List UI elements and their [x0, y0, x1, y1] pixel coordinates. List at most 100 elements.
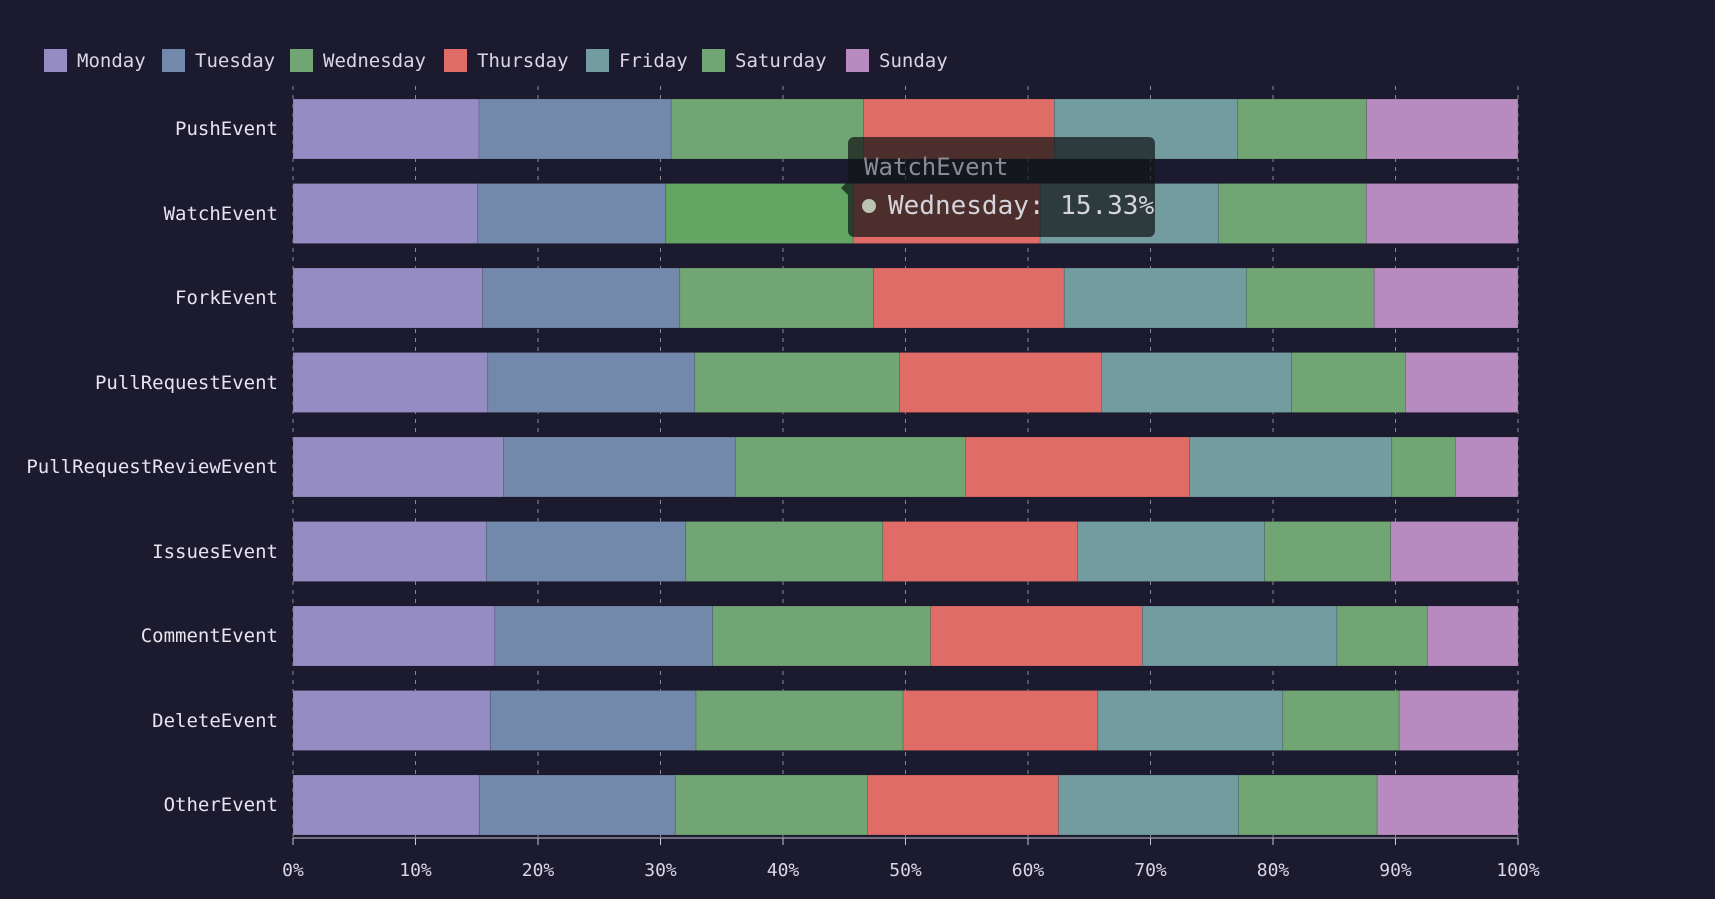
- bar-segment-otherevent-saturday[interactable]: [1238, 774, 1378, 836]
- bar-segment-forkevent-saturday[interactable]: [1246, 267, 1375, 329]
- bar-segment-commentevent-wednesday[interactable]: [712, 605, 931, 667]
- bar-segment-commentevent-saturday[interactable]: [1336, 605, 1428, 667]
- x-tick-label: 90%: [1379, 860, 1412, 881]
- bar-segment-watchevent-monday[interactable]: [292, 183, 478, 244]
- bar-segment-deleteevent-sunday[interactable]: [1398, 690, 1519, 751]
- bar-segment-forkevent-thursday[interactable]: [872, 267, 1065, 329]
- bar-segment-deleteevent-saturday[interactable]: [1282, 690, 1400, 751]
- bar-segment-otherevent-sunday[interactable]: [1376, 774, 1519, 836]
- bar-segment-commentevent-tuesday[interactable]: [494, 605, 714, 667]
- x-tick-label: 30%: [644, 860, 677, 881]
- bar-segment-commentevent-thursday[interactable]: [930, 605, 1143, 667]
- x-tick-label: 50%: [889, 860, 922, 881]
- legend-swatch: [444, 49, 467, 72]
- bar-segment-pullrequestevent-thursday[interactable]: [899, 352, 1102, 413]
- bar-segment-issuesevent-monday[interactable]: [292, 521, 487, 582]
- legend-swatch: [846, 49, 869, 72]
- bar-segment-pullrequestevent-sunday[interactable]: [1405, 352, 1519, 413]
- bar-segment-otherevent-wednesday[interactable]: [674, 774, 868, 836]
- bar-segment-deleteevent-tuesday[interactable]: [489, 690, 697, 751]
- bar-segment-forkevent-tuesday[interactable]: [482, 267, 681, 329]
- x-tick-label: 0%: [282, 860, 304, 881]
- legend-item-sunday[interactable]: Sunday: [846, 49, 948, 72]
- bar-segment-forkevent-monday[interactable]: [292, 267, 484, 329]
- bar-segment-forkevent-friday[interactable]: [1063, 267, 1247, 329]
- bar-segment-otherevent-thursday[interactable]: [867, 774, 1059, 836]
- legend-label: Saturday: [735, 49, 827, 72]
- x-tick-label: 70%: [1134, 860, 1167, 881]
- bar-segment-deleteevent-thursday[interactable]: [902, 690, 1099, 751]
- x-tick-label: 10%: [399, 860, 432, 881]
- bar-segment-commentevent-friday[interactable]: [1142, 605, 1338, 667]
- bar-segment-deleteevent-monday[interactable]: [292, 690, 491, 751]
- bar-segment-issuesevent-thursday[interactable]: [882, 521, 1078, 582]
- bar-segment-issuesevent-friday[interactable]: [1077, 521, 1265, 582]
- bar-segment-issuesevent-sunday[interactable]: [1390, 521, 1519, 582]
- bar-segment-pushevent-friday[interactable]: [1053, 98, 1239, 160]
- bar-segment-pullrequestreviewevent-wednesday[interactable]: [734, 436, 966, 498]
- legend-swatch: [290, 49, 313, 72]
- bar-segment-otherevent-monday[interactable]: [292, 774, 480, 836]
- bar-segment-pullrequestreviewevent-thursday[interactable]: [965, 436, 1191, 498]
- bar-segment-issuesevent-wednesday[interactable]: [685, 521, 884, 582]
- bar-segment-pullrequestevent-saturday[interactable]: [1291, 352, 1406, 413]
- category-label: ForkEvent: [175, 287, 278, 309]
- legend-item-thursday[interactable]: Thursday: [444, 49, 569, 72]
- legend-swatch: [702, 49, 725, 72]
- legend-item-saturday[interactable]: Saturday: [702, 49, 827, 72]
- legend-label: Friday: [619, 49, 688, 72]
- legend-label: Sunday: [879, 49, 948, 72]
- legend-label: Monday: [77, 49, 146, 72]
- legend-label: Tuesday: [195, 49, 276, 72]
- bar-segment-watchevent-thursday[interactable]: [852, 183, 1041, 244]
- bar-segment-forkevent-wednesday[interactable]: [679, 267, 874, 329]
- bar-segment-issuesevent-tuesday[interactable]: [486, 521, 687, 582]
- category-label: DeleteEvent: [152, 709, 278, 732]
- bar-segment-forkevent-sunday[interactable]: [1373, 267, 1519, 329]
- category-label: WatchEvent: [163, 202, 278, 225]
- bar-segment-pullrequestreviewevent-friday[interactable]: [1189, 436, 1393, 498]
- x-tick-label: 100%: [1496, 860, 1540, 881]
- x-tick-label: 60%: [1011, 860, 1045, 881]
- category-label: OtherEvent: [163, 794, 278, 816]
- bar-segment-deleteevent-friday[interactable]: [1097, 690, 1284, 751]
- bar-segment-pullrequestreviewevent-tuesday[interactable]: [503, 436, 736, 498]
- legend-swatch: [44, 49, 67, 72]
- bar-segment-commentevent-monday[interactable]: [292, 605, 496, 667]
- x-tick-label: 80%: [1256, 860, 1290, 881]
- legend-item-monday[interactable]: Monday: [44, 49, 146, 72]
- bar-segment-deleteevent-wednesday[interactable]: [695, 690, 904, 751]
- bar-segment-watchevent-sunday[interactable]: [1366, 183, 1519, 244]
- bar-segment-pullrequestreviewevent-monday[interactable]: [292, 436, 504, 498]
- bar-segment-pullrequestevent-tuesday[interactable]: [487, 352, 696, 413]
- category-label: PushEvent: [175, 118, 278, 140]
- bar-segment-watchevent-tuesday[interactable]: [477, 183, 667, 244]
- bar-segment-issuesevent-saturday[interactable]: [1264, 521, 1392, 582]
- bar-segment-watchevent-saturday[interactable]: [1218, 183, 1367, 244]
- legend-item-tuesday[interactable]: Tuesday: [162, 49, 275, 72]
- category-label: IssuesEvent: [152, 540, 278, 563]
- category-label: PullRequestEvent: [94, 371, 278, 394]
- bar-segment-pushevent-thursday[interactable]: [863, 98, 1055, 160]
- bar-segment-pullrequestreviewevent-saturday[interactable]: [1391, 436, 1456, 498]
- bar-segment-pushevent-wednesday[interactable]: [670, 98, 864, 160]
- bar-segment-pullrequestreviewevent-sunday[interactable]: [1455, 436, 1519, 498]
- bar-segment-otherevent-friday[interactable]: [1058, 774, 1239, 836]
- bar-segment-pushevent-sunday[interactable]: [1366, 98, 1519, 160]
- bar-segment-watchevent-wednesday[interactable]: [665, 183, 854, 244]
- bar-segment-otherevent-tuesday[interactable]: [478, 774, 676, 836]
- bar-segment-pullrequestevent-wednesday[interactable]: [694, 352, 900, 413]
- x-axis: [292, 837, 1519, 845]
- bar-segment-pullrequestevent-monday[interactable]: [292, 352, 489, 413]
- bars: [292, 98, 1519, 836]
- legend-item-wednesday[interactable]: Wednesday: [290, 49, 426, 72]
- bar-segment-pushevent-tuesday[interactable]: [478, 98, 672, 160]
- bar-segment-pullrequestevent-friday[interactable]: [1101, 352, 1292, 413]
- category-label: CommentEvent: [140, 625, 278, 647]
- bar-segment-pushevent-saturday[interactable]: [1237, 98, 1368, 160]
- bar-segment-commentevent-sunday[interactable]: [1427, 605, 1519, 667]
- legend-item-friday[interactable]: Friday: [586, 49, 688, 72]
- bar-segment-watchevent-friday[interactable]: [1039, 183, 1219, 244]
- bar-segment-pushevent-monday[interactable]: [292, 98, 480, 160]
